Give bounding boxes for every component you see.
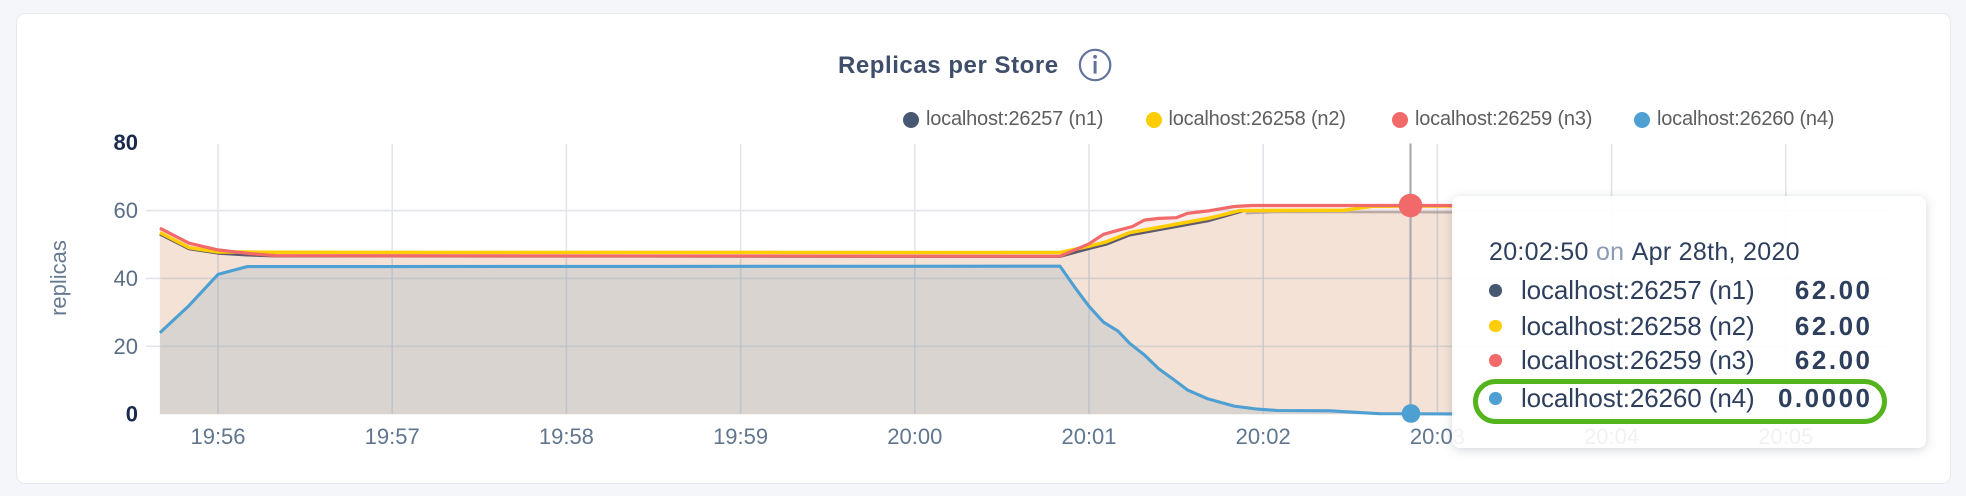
svg-text:19:57: 19:57 <box>365 424 420 449</box>
svg-text:20: 20 <box>114 334 138 359</box>
svg-text:19:59: 19:59 <box>713 424 768 449</box>
svg-text:20:00: 20:00 <box>887 424 942 449</box>
svg-text:20:01: 20:01 <box>1061 424 1116 449</box>
svg-text:0: 0 <box>126 402 138 427</box>
svg-text:19:56: 19:56 <box>190 424 245 449</box>
svg-text:replicas: replicas <box>46 240 71 316</box>
svg-text:60: 60 <box>114 198 138 223</box>
svg-text:80: 80 <box>114 130 138 155</box>
svg-text:20:02: 20:02 <box>1236 424 1291 449</box>
svg-text:40: 40 <box>114 266 138 291</box>
svg-text:19:58: 19:58 <box>539 424 594 449</box>
